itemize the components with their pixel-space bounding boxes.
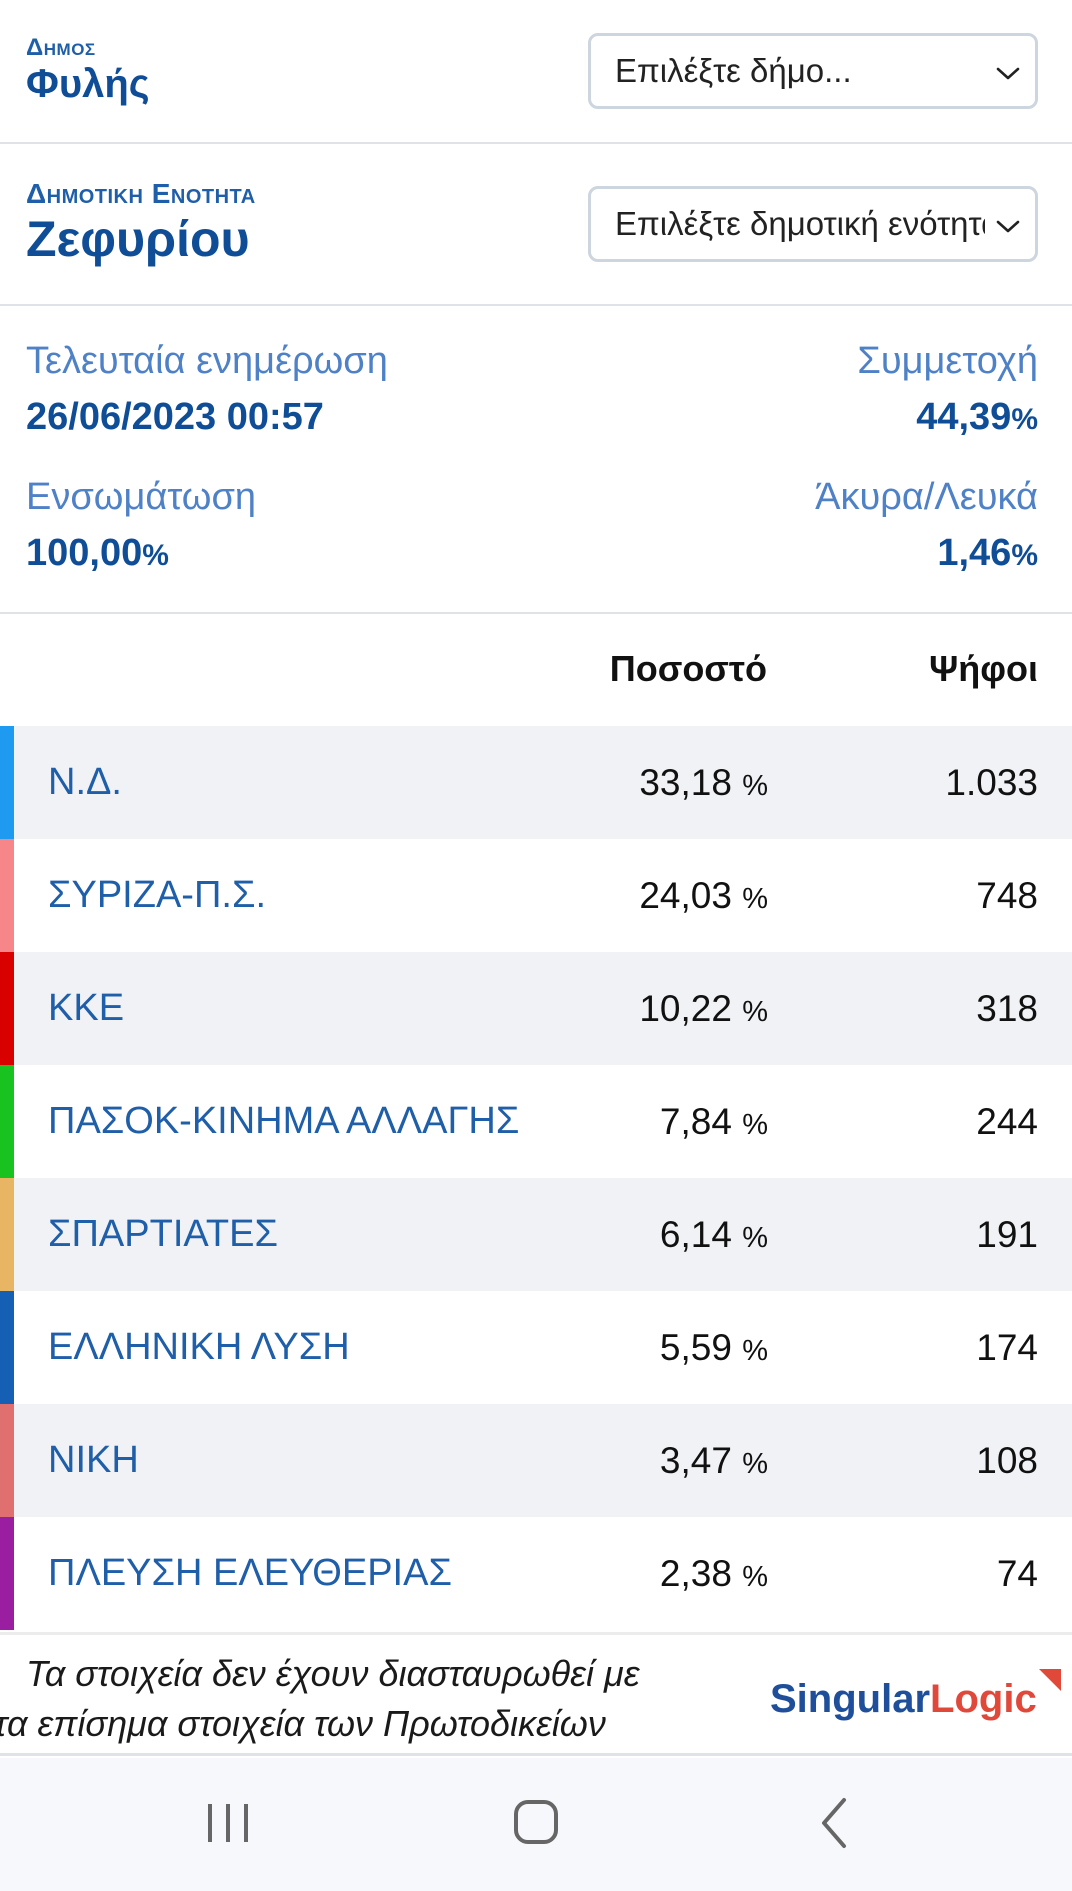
party-name: ΠΛΕΥΣΗ ΕΛΕΥΘΕΡΙΑΣ: [48, 1552, 452, 1594]
party-name: ΚΚΕ: [48, 987, 125, 1029]
invalid-label: Άκυρα/Λευκά: [815, 476, 1038, 518]
party-percent: 6,14 %: [659, 1213, 768, 1255]
party-color-bar: [0, 1404, 14, 1517]
party-name: ΣΠΑΡΤΙΑΤΕΣ: [48, 1213, 278, 1255]
party-votes: 1.033: [945, 761, 1038, 803]
turnout-value: 44,39%: [916, 396, 1038, 438]
municipality-name: Φυλής: [26, 62, 150, 106]
last-update-label: Τελευταία ενημέρωση: [26, 340, 388, 382]
disclaimer-footer: Τα στοιχεία δεν έχουν διασταυρωθεί με τα…: [0, 1632, 1072, 1756]
party-name: Ν.Δ.: [48, 761, 122, 803]
singular-logic-logo: SingularLogic: [770, 1669, 1061, 1722]
municipality-select[interactable]: Επιλέξτε δήμο...: [588, 33, 1038, 109]
party-votes: 318: [976, 987, 1038, 1029]
stats-section: Τελευταία ενημέρωση 26/06/2023 00:57 Συμ…: [0, 306, 1072, 614]
party-color-bar: [0, 726, 14, 839]
party-name: ΝΙΚΗ: [48, 1439, 139, 1481]
table-row[interactable]: ΣΥΡΙΖΑ-Π.Σ. 24,03 % 748: [0, 839, 1072, 952]
municipality-label: Δημος: [26, 34, 96, 61]
party-name: ΠΑΣΟΚ-ΚΙΝΗΜΑ ΑΛΛΑΓΗΣ: [48, 1100, 520, 1142]
table-row[interactable]: ΣΠΑΡΤΙΑΤΕΣ 6,14 % 191: [0, 1178, 1072, 1291]
party-percent: 24,03 %: [639, 874, 768, 916]
invalid-value: 1,46%: [937, 532, 1038, 574]
party-color-bar: [0, 1291, 14, 1404]
table-row[interactable]: ΚΚΕ 10,22 % 318: [0, 952, 1072, 1065]
table-row[interactable]: ΝΙΚΗ 3,47 % 108: [0, 1404, 1072, 1517]
integration-value: 100,00%: [26, 532, 169, 574]
back-icon[interactable]: [794, 1788, 874, 1858]
table-row[interactable]: ΕΛΛΗΝΙΚΗ ΛΥΣΗ 5,59 % 174: [0, 1291, 1072, 1404]
party-color-bar: [0, 1065, 14, 1178]
party-votes: 74: [996, 1552, 1038, 1594]
party-percent: 5,59 %: [659, 1326, 768, 1368]
column-header-percent: Ποσοστό: [609, 648, 767, 689]
party-percent: 3,47 %: [659, 1439, 768, 1481]
party-color-bar: [0, 1178, 14, 1291]
party-percent: 33,18 %: [639, 761, 768, 803]
party-votes: 244: [976, 1100, 1038, 1142]
logo-corner-mark: [1038, 1669, 1061, 1691]
party-votes: 108: [976, 1439, 1038, 1481]
table-row[interactable]: ΠΛΕΥΣΗ ΕΛΕΥΘΕΡΙΑΣ 2,38 % 74: [0, 1517, 1072, 1630]
municipality-select-text: Επιλέξτε δήμο...: [615, 52, 852, 89]
unit-name: Ζεφυρίου: [26, 211, 250, 267]
party-percent: 2,38 %: [659, 1552, 768, 1594]
disclaimer-text: Τα στοιχεία δεν έχουν διασταυρωθεί με τα…: [0, 1653, 640, 1744]
party-percent: 7,84 %: [659, 1100, 768, 1142]
chevron-down-icon: [996, 67, 1020, 80]
unit-select-text: Επιλέξτε δημοτική ενότητα: [615, 205, 985, 242]
last-update-value: 26/06/2023 00:57: [26, 396, 324, 438]
table-row[interactable]: ΠΑΣΟΚ-ΚΙΝΗΜΑ ΑΛΛΑΓΗΣ 7,84 % 244: [0, 1065, 1072, 1178]
party-color-bar: [0, 1517, 14, 1630]
unit-label: Δημοτικη Ενοτητα: [26, 178, 256, 209]
municipality-section: Δημος Φυλής Επιλέξτε δήμο...: [0, 0, 1072, 144]
turnout-label: Συμμετοχή: [857, 340, 1038, 382]
column-header-votes: Ψήφοι: [929, 648, 1038, 689]
party-votes: 748: [976, 874, 1038, 916]
integration-label: Ενσωμάτωση: [26, 476, 257, 518]
recent-apps-icon[interactable]: [188, 1788, 268, 1858]
home-icon[interactable]: [496, 1788, 576, 1858]
party-name: ΣΥΡΙΖΑ-Π.Σ.: [48, 874, 266, 916]
party-color-bar: [0, 839, 14, 952]
party-color-bar: [0, 952, 14, 1065]
party-percent: 10,22 %: [639, 987, 768, 1029]
party-votes: 174: [976, 1326, 1038, 1368]
party-votes: 191: [976, 1213, 1038, 1255]
chevron-down-icon: [996, 220, 1020, 233]
unit-section: Δημοτικη Ενοτητα Ζεφυρίου Επιλέξτε δημοτ…: [0, 144, 1072, 306]
party-name: ΕΛΛΗΝΙΚΗ ΛΥΣΗ: [48, 1326, 350, 1368]
table-row[interactable]: Ν.Δ. 33,18 % 1.033: [0, 726, 1072, 839]
unit-select[interactable]: Επιλέξτε δημοτική ενότητα: [588, 186, 1038, 262]
system-navigation-bar: [0, 1758, 1072, 1891]
